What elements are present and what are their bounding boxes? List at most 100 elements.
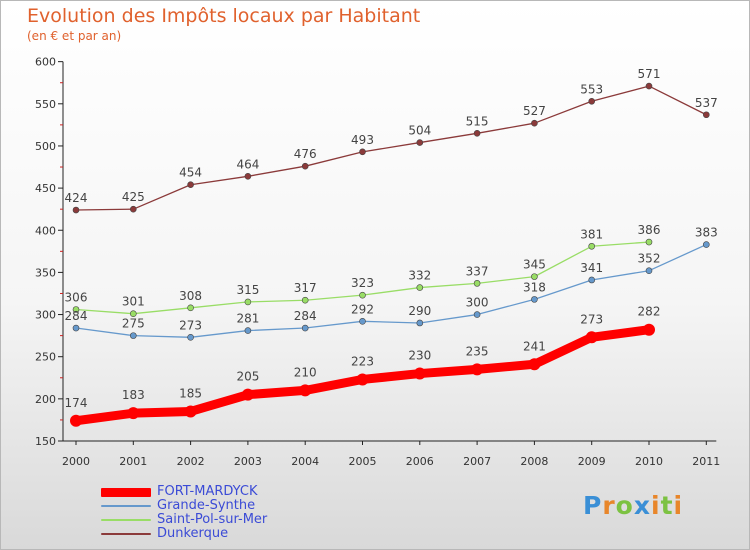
data-label: 273 (580, 312, 603, 326)
data-label: 174 (65, 396, 88, 410)
data-label: 284 (65, 309, 88, 323)
proxiti-logo: Proxiti (583, 491, 683, 520)
logo-letter: o (615, 491, 634, 520)
data-label: 235 (466, 344, 489, 358)
data-label: 275 (122, 317, 145, 331)
data-label: 553 (580, 82, 603, 96)
data-label: 308 (179, 289, 202, 303)
logo-letter: i (651, 491, 661, 520)
data-point (359, 291, 366, 299)
y-tick-label: 500 (35, 140, 56, 153)
data-point (130, 205, 137, 213)
legend-swatch (101, 519, 151, 521)
data-label: 515 (466, 114, 489, 128)
data-label: 425 (122, 190, 145, 204)
data-label: 205 (236, 370, 259, 384)
data-point (244, 172, 252, 180)
data-label: 292 (351, 302, 374, 316)
y-tick-label: 400 (35, 224, 56, 237)
data-point (301, 162, 309, 170)
data-point (187, 334, 194, 341)
data-label: 424 (65, 191, 88, 205)
data-point (416, 319, 424, 327)
x-tick-label: 2009 (578, 455, 606, 468)
data-point (416, 284, 424, 291)
data-label: 273 (179, 318, 202, 332)
legend-swatch (101, 487, 151, 497)
data-point (588, 276, 596, 284)
data-label: 454 (179, 166, 202, 180)
data-label: 315 (236, 283, 259, 297)
legend-label: Dunkerque (157, 526, 229, 541)
data-point (645, 82, 653, 90)
data-point (301, 296, 309, 304)
logo-letter: r (602, 491, 616, 520)
x-tick-label: 2001 (119, 455, 147, 468)
data-label: 301 (122, 295, 145, 309)
data-point (359, 317, 366, 325)
data-label: 386 (638, 223, 661, 237)
data-label: 317 (294, 281, 317, 295)
data-label: 571 (638, 67, 661, 81)
data-label: 281 (236, 312, 259, 326)
data-point (473, 130, 481, 137)
data-point (531, 273, 538, 280)
x-tick-label: 2006 (406, 455, 434, 468)
data-label: 282 (638, 305, 661, 319)
data-label: 476 (294, 147, 317, 161)
legend-label: FORT-MARDYCK (157, 484, 258, 499)
data-label: 537 (695, 96, 718, 110)
x-tick-label: 2010 (635, 455, 663, 468)
data-label: 381 (580, 227, 603, 241)
x-tick-label: 2005 (349, 455, 377, 468)
data-point (473, 311, 481, 318)
logo-letter: x (633, 491, 651, 520)
data-label: 306 (65, 290, 88, 304)
plot-area: 150 200 250 300 350 400 450 500 550 600 2000 2001 20… (35, 56, 720, 468)
data-point (301, 324, 309, 332)
data-label: 332 (408, 269, 431, 283)
data-point (130, 310, 137, 318)
y-tick-label: 150 (35, 435, 56, 448)
data-label: 241 (523, 339, 546, 353)
data-label: 323 (351, 276, 374, 290)
data-label: 185 (179, 386, 202, 400)
y-tick-label: 200 (35, 393, 56, 406)
series-line-dunkerque (75, 85, 707, 211)
legend-label: Grande-Synthe (157, 498, 256, 513)
data-point (72, 206, 80, 214)
data-point (359, 148, 366, 156)
data-point (416, 139, 424, 146)
data-point (471, 363, 484, 376)
data-label: 341 (580, 261, 603, 275)
data-point (588, 97, 596, 105)
data-point (130, 332, 137, 339)
logo-letter: i (673, 491, 684, 520)
data-point (241, 388, 254, 401)
y-tick-label: 350 (35, 266, 56, 279)
x-tick-label: 2008 (520, 455, 548, 468)
data-label: 210 (294, 365, 317, 379)
data-point (585, 331, 598, 344)
x-tick-label: 2000 (62, 455, 90, 468)
data-point (588, 242, 596, 250)
data-point (70, 414, 82, 427)
chart-subtitle: (en € et par an) (27, 29, 122, 43)
data-label: 290 (408, 304, 431, 318)
data-point (72, 324, 80, 332)
data-point (702, 111, 710, 119)
x-tick-label: 2003 (234, 455, 262, 468)
logo-letter: P (583, 491, 603, 520)
data-point (702, 241, 710, 248)
data-point (299, 384, 312, 397)
data-point (645, 267, 653, 275)
data-point (187, 181, 194, 189)
x-tick-label: 2004 (291, 455, 319, 468)
data-point (187, 304, 194, 312)
logo-letter: t (660, 491, 674, 520)
data-point (645, 238, 653, 246)
x-tick-label: 2002 (177, 455, 205, 468)
y-tick-label: 550 (35, 98, 56, 111)
x-tick-label: 2007 (463, 455, 491, 468)
data-point (413, 367, 426, 380)
